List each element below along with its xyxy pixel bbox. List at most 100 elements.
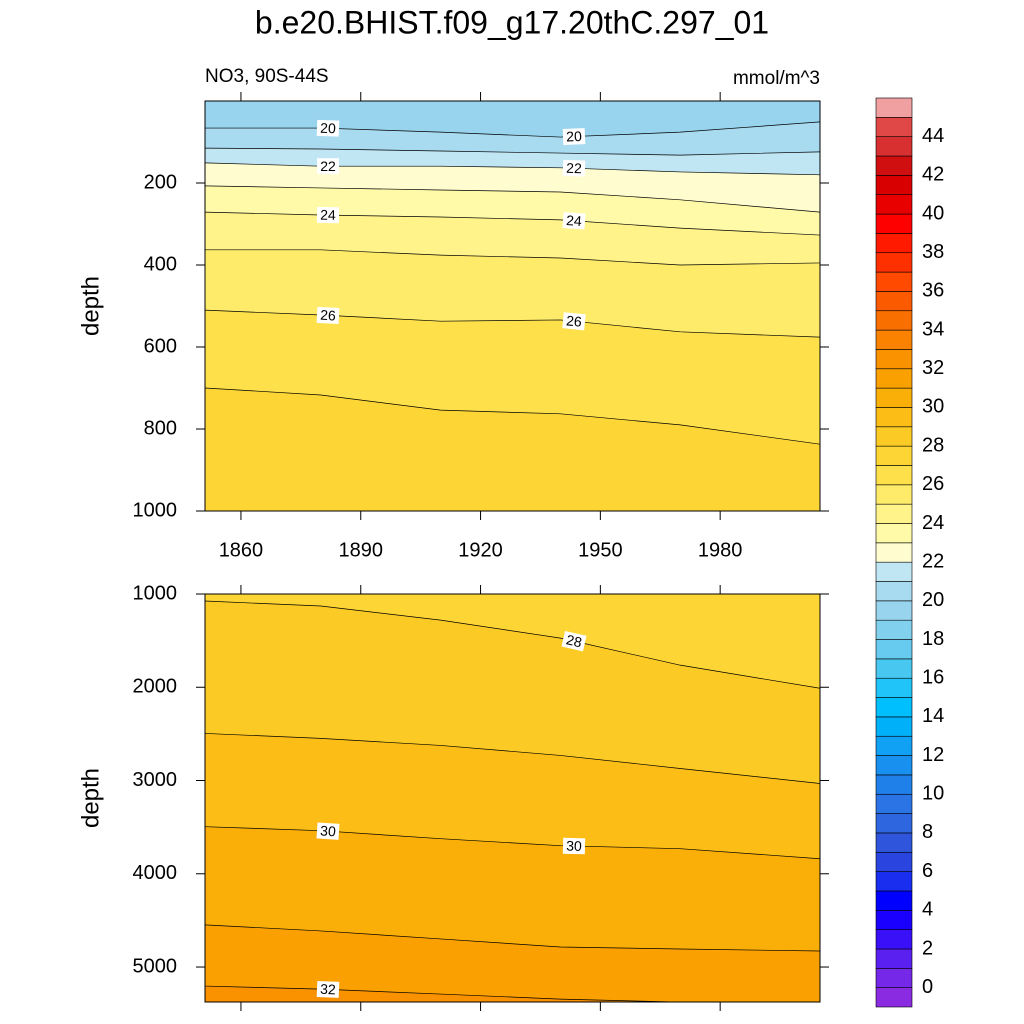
contour-line [205, 249, 820, 266]
contour-label: 26 [562, 312, 586, 331]
y-tick-label: 400 [144, 253, 177, 275]
colorbar-box [875, 697, 913, 718]
colorbar-box [875, 871, 913, 892]
contour-line [205, 733, 820, 784]
colorbar-label: 22 [922, 550, 944, 572]
colorbar-box [875, 600, 913, 621]
colorbar-box [875, 465, 913, 486]
contour-fill [205, 101, 820, 138]
colorbar-label: 18 [922, 628, 944, 650]
x-tick-label: 1920 [458, 539, 503, 561]
plot-frame [204, 593, 821, 1003]
colorbar-label: 0 [922, 976, 933, 998]
contour-line [205, 309, 820, 338]
contour-label: 26 [316, 306, 340, 324]
contour-label: 20 [562, 128, 586, 145]
contour-label-text: 30 [566, 838, 582, 854]
contour-label: 32 [316, 980, 340, 998]
units: mmol/m^3 [733, 68, 820, 89]
colorbar-box [875, 987, 913, 1008]
contour-line [205, 826, 820, 860]
colorbar-label: 12 [922, 744, 944, 766]
plot-frame [204, 100, 821, 512]
x-tick-label: 1980 [698, 539, 743, 561]
colorbar-box [875, 890, 913, 911]
plot-area [205, 101, 820, 511]
colorbar-box [875, 658, 913, 679]
contour-label-bg [316, 206, 340, 224]
contour-label-text: 24 [320, 207, 336, 223]
colorbar-label: 14 [922, 705, 944, 727]
contour-label: 22 [317, 158, 339, 175]
colorbar-box [875, 909, 913, 930]
colorbar-box [875, 329, 913, 350]
contour-label-bg [316, 119, 340, 137]
colorbar-box [875, 851, 913, 872]
y-tick-label: 800 [144, 417, 177, 439]
colorbar-label: 42 [922, 164, 944, 186]
colorbar-box [875, 581, 913, 602]
colorbar-box [875, 213, 913, 234]
contour-line [205, 211, 820, 236]
colorbar-label: 24 [922, 512, 944, 534]
x-tick-label: 1890 [338, 539, 383, 561]
contour-label-text: 28 [565, 631, 584, 650]
contour-label-bg [316, 306, 340, 324]
contour-label-text: 26 [320, 307, 337, 324]
colorbar-box [875, 233, 913, 254]
contour-label-bg [562, 159, 586, 177]
colorbar-label: 2 [922, 937, 933, 959]
contour-line [205, 985, 716, 1002]
subtitle: NO3, 90S-44S [205, 66, 329, 87]
colorbar-label: 40 [922, 202, 944, 224]
contour-label-text: 20 [320, 120, 336, 137]
y-tick-label: 4000 [133, 862, 178, 884]
colorbar-box [875, 813, 913, 834]
colorbar-label: 32 [922, 357, 944, 379]
contour-label-bg [561, 630, 587, 652]
colorbar-box [875, 252, 913, 273]
colorbar-box [875, 561, 913, 582]
colorbar-label: 10 [922, 783, 944, 805]
contour-line [205, 924, 820, 952]
y-tick-label: 2000 [133, 676, 178, 698]
y-tick-label: 200 [144, 171, 177, 193]
colorbar-box [875, 445, 913, 466]
colorbar-box [875, 774, 913, 795]
colorbar-box [875, 677, 913, 698]
y-axis-label: depth [77, 276, 104, 336]
colorbar-label: 8 [922, 821, 933, 843]
colorbar-box [875, 136, 913, 157]
colorbar-box [875, 175, 913, 196]
contour-label-text: 22 [320, 158, 336, 174]
contour-label: 22 [562, 159, 586, 177]
contour-line [205, 121, 820, 138]
colorbar-box [875, 639, 913, 660]
colorbar-box [875, 426, 913, 447]
colorbar-box [875, 368, 913, 389]
colorbar-box [875, 832, 913, 853]
colorbar-box [875, 291, 913, 312]
contour-label-text: 20 [566, 128, 582, 145]
colorbar-box [875, 271, 913, 292]
colorbar-box [875, 310, 913, 331]
colorbar-label: 34 [922, 318, 944, 340]
contour-label-bg [316, 980, 340, 998]
contour-label: 30 [562, 838, 586, 855]
contour-line [205, 162, 820, 176]
colorbar-label: 36 [922, 280, 944, 302]
contour-label: 24 [562, 212, 586, 230]
colorbar-label: 20 [922, 589, 944, 611]
colorbar-label: 6 [922, 860, 933, 882]
colorbar-box [875, 755, 913, 776]
contour-label-text: 30 [320, 822, 337, 839]
y-tick-label: 1000 [133, 499, 178, 521]
colorbar-box [875, 948, 913, 969]
colorbar-box [875, 968, 913, 988]
contour-label-bg [562, 212, 586, 230]
colorbar-box [875, 155, 913, 176]
contour-line [205, 600, 820, 689]
contour-line [205, 387, 820, 445]
